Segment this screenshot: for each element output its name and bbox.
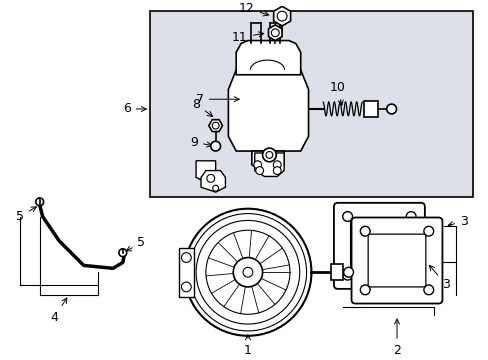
- Text: 9: 9: [190, 136, 211, 149]
- Text: 3: 3: [428, 265, 449, 292]
- Circle shape: [206, 175, 214, 182]
- FancyBboxPatch shape: [351, 217, 442, 303]
- Text: 10: 10: [329, 81, 345, 105]
- Circle shape: [265, 152, 272, 158]
- Text: 5: 5: [126, 237, 145, 251]
- Circle shape: [119, 249, 126, 257]
- Circle shape: [212, 185, 218, 191]
- Circle shape: [253, 161, 261, 168]
- Circle shape: [343, 267, 353, 277]
- Circle shape: [271, 29, 279, 37]
- Bar: [330, 265, 342, 280]
- Circle shape: [360, 285, 369, 295]
- Circle shape: [360, 226, 369, 236]
- Circle shape: [277, 11, 286, 21]
- Bar: [150, 11, 472, 197]
- Polygon shape: [236, 41, 300, 75]
- Polygon shape: [254, 153, 284, 176]
- Circle shape: [423, 285, 433, 295]
- Circle shape: [184, 209, 311, 336]
- Circle shape: [273, 167, 281, 175]
- Circle shape: [273, 161, 281, 168]
- Polygon shape: [228, 70, 308, 151]
- Polygon shape: [251, 151, 284, 171]
- Polygon shape: [208, 120, 222, 131]
- Circle shape: [210, 141, 220, 151]
- Text: 7: 7: [196, 93, 239, 106]
- Text: 4: 4: [50, 298, 67, 324]
- Polygon shape: [268, 25, 282, 41]
- Circle shape: [262, 148, 276, 162]
- Text: 12: 12: [239, 2, 268, 16]
- Bar: [179, 248, 194, 297]
- FancyBboxPatch shape: [333, 203, 424, 289]
- Circle shape: [342, 270, 352, 280]
- Polygon shape: [201, 171, 225, 192]
- Circle shape: [406, 212, 415, 221]
- Circle shape: [342, 212, 352, 221]
- Circle shape: [255, 167, 263, 175]
- Circle shape: [181, 253, 191, 262]
- Circle shape: [423, 226, 433, 236]
- Circle shape: [181, 282, 191, 292]
- Circle shape: [243, 267, 252, 277]
- Circle shape: [406, 270, 415, 280]
- Text: 11: 11: [232, 31, 263, 44]
- Text: 3: 3: [447, 215, 467, 228]
- Text: 8: 8: [192, 98, 212, 116]
- Text: 5: 5: [16, 207, 36, 223]
- Circle shape: [36, 198, 43, 206]
- Text: 6: 6: [122, 103, 146, 116]
- Bar: [364, 101, 377, 117]
- Circle shape: [212, 122, 219, 129]
- Polygon shape: [196, 161, 215, 182]
- Text: 1: 1: [244, 335, 251, 357]
- Circle shape: [386, 104, 396, 114]
- Circle shape: [233, 258, 262, 287]
- Polygon shape: [273, 6, 290, 26]
- Text: 2: 2: [392, 319, 400, 357]
